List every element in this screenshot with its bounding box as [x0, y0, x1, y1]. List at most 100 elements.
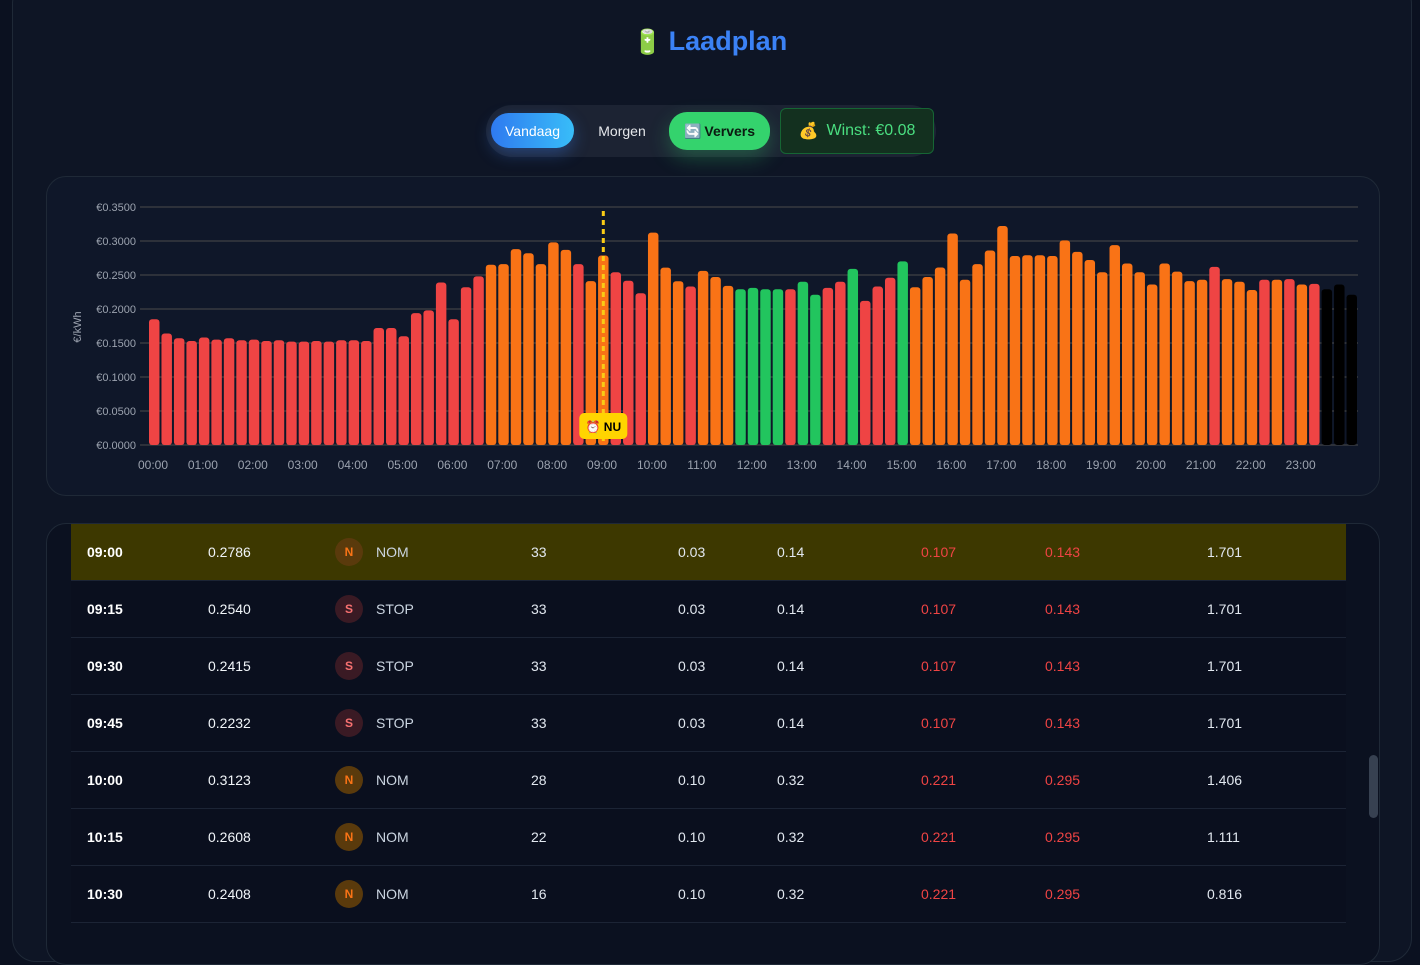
price-bar: [261, 340, 272, 445]
price-bar: [1234, 281, 1245, 445]
price-bar: [722, 285, 734, 445]
price-bar: [735, 289, 746, 445]
tab-tomorrow[interactable]: Morgen: [598, 122, 646, 139]
cost-cell: 0.143: [1045, 715, 1081, 731]
table-row[interactable]: 10:00 0.3123 N NOM 28 0.10 0.32 0.221 0.…: [71, 752, 1346, 809]
value-cell: 16: [531, 886, 547, 902]
price-bar: [1221, 279, 1233, 445]
y-tick-label: €0.2500: [96, 270, 136, 282]
x-tick-label: 05:00: [387, 458, 417, 472]
value-cell: 0.10: [678, 829, 706, 845]
price-cell: 0.2232: [208, 715, 251, 731]
status-badge: N: [335, 823, 363, 851]
price-bar: [398, 336, 409, 445]
price-bar: [1084, 260, 1096, 445]
price-bar: [373, 328, 385, 445]
price-bar: [348, 340, 360, 445]
price-bar: [822, 287, 834, 445]
table-row[interactable]: 10:30 0.2408 N NOM 16 0.10 0.32 0.221 0.…: [71, 866, 1346, 923]
time-cell: 09:00: [87, 544, 123, 560]
value-cell: 0.03: [678, 658, 706, 674]
price-bar: [560, 249, 572, 445]
value-cell: 0.32: [777, 829, 805, 845]
price-bar: [959, 279, 971, 445]
x-tick-label: 02:00: [238, 458, 268, 472]
control-bar: Vandaag Morgen 🔄 Ververs 💰 Winst: €0.08: [486, 105, 936, 157]
y-tick-label: €0.0000: [96, 440, 136, 452]
refresh-icon: 🔄: [683, 122, 702, 139]
y-tick-label: €0.2000: [96, 304, 136, 316]
price-bar: [972, 264, 983, 445]
price-bar: [1109, 245, 1120, 445]
price-bar: [610, 272, 622, 445]
price-bar: [448, 319, 459, 445]
price-bar: [1246, 289, 1258, 445]
status-cell: STOP: [376, 601, 414, 617]
table-row[interactable]: 10:15 0.2608 N NOM 22 0.10 0.32 0.221 0.…: [71, 809, 1346, 866]
price-bar: [685, 286, 696, 445]
price-bar: [1296, 284, 1308, 445]
now-label: ⏰ NU: [586, 419, 622, 434]
time-cell: 10:00: [87, 772, 123, 788]
value-cell: 28: [531, 772, 547, 788]
status-badge: N: [335, 880, 363, 908]
price-bar: [311, 340, 322, 445]
x-tick-label: 22:00: [1236, 458, 1266, 472]
price-cell: 0.2408: [208, 886, 251, 902]
now-marker: [579, 413, 628, 439]
price-bar: [997, 226, 1008, 445]
price-bar: [710, 277, 721, 445]
price-bar: [1346, 294, 1357, 445]
price-bar: [1047, 255, 1058, 445]
status-cell: STOP: [376, 658, 414, 674]
price-bar: [835, 281, 846, 445]
price-bar: [1321, 289, 1333, 445]
price-bar: [984, 250, 996, 445]
price-bar: [1022, 255, 1033, 445]
price-bar: [1184, 281, 1195, 445]
status-cell: NOM: [376, 772, 409, 788]
value-cell: 0.14: [777, 544, 805, 560]
refresh-button[interactable]: 🔄 Ververs: [669, 112, 770, 150]
price-cell: 0.2415: [208, 658, 251, 674]
tab-today[interactable]: Vandaag: [491, 113, 574, 148]
status-badge: S: [335, 709, 363, 737]
price-bar: [435, 282, 447, 445]
x-tick-label: 06:00: [437, 458, 467, 472]
x-tick-label: 17:00: [986, 458, 1016, 472]
scrollbar[interactable]: [1369, 755, 1378, 818]
cost-cell: 0.295: [1045, 886, 1081, 902]
table-row[interactable]: 09:00 0.2786 N NOM 33 0.03 0.14 0.107 0.…: [71, 524, 1346, 581]
price-bar: [934, 267, 946, 445]
value-cell: 1.701: [1207, 544, 1243, 560]
price-bar: [1259, 279, 1270, 445]
price-bar: [1034, 255, 1046, 445]
price-bar: [635, 293, 646, 445]
price-bar: [523, 253, 534, 445]
y-tick-label: €0.0500: [96, 406, 136, 418]
table-row[interactable]: 09:45 0.2232 S STOP 33 0.03 0.14 0.107 0…: [71, 695, 1346, 752]
price-cell: 0.3123: [208, 772, 251, 788]
price-bar: [1334, 284, 1345, 445]
x-tick-label: 11:00: [687, 458, 716, 472]
price-bar: [785, 289, 796, 445]
value-cell: 0.32: [777, 886, 805, 902]
price-bar: [1284, 279, 1295, 445]
price-bar: [897, 261, 908, 445]
time-cell: 09:15: [87, 601, 123, 617]
price-bar: [236, 340, 247, 445]
profit-badge: 💰 Winst: €0.08: [780, 108, 934, 154]
table-row[interactable]: 09:30 0.2415 S STOP 33 0.03 0.14 0.107 0…: [71, 638, 1346, 695]
price-bar: [797, 281, 809, 445]
value-cell: 33: [531, 544, 547, 560]
price-bar: [473, 276, 484, 445]
table-row[interactable]: 09:15 0.2540 S STOP 33 0.03 0.14 0.107 0…: [71, 581, 1346, 638]
price-cell: 0.2786: [208, 544, 251, 560]
status-badge: S: [335, 595, 363, 623]
status-cell: NOM: [376, 544, 409, 560]
price-bar: [947, 233, 958, 445]
status-cell: NOM: [376, 886, 409, 902]
price-bar: [760, 289, 771, 445]
price-bar: [1271, 279, 1283, 445]
price-bar: [847, 268, 859, 445]
